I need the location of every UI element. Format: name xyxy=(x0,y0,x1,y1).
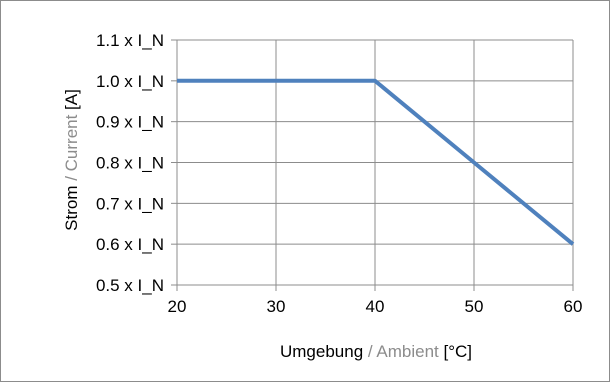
y-tick-label: 0.6 x I_N xyxy=(96,235,164,254)
y-axis-title-part: Strom xyxy=(62,186,81,231)
y-tick-label: 0.7 x I_N xyxy=(96,194,164,213)
x-axis-title-part: Umgebung xyxy=(280,342,363,361)
x-tick-label: 60 xyxy=(564,297,583,316)
x-tick-label: 40 xyxy=(366,297,385,316)
x-tick-labels: 20 30 40 50 60 xyxy=(168,297,583,316)
x-tick-label: 20 xyxy=(168,297,187,316)
axes xyxy=(171,39,574,291)
y-tick-label: 0.8 x I_N xyxy=(96,154,164,173)
x-tick-label: 30 xyxy=(267,297,286,316)
x-axis-title: Umgebung / Ambient [°C] xyxy=(280,342,472,361)
y-tick-label: 0.9 x I_N xyxy=(96,113,164,132)
y-axis-title-part: [A] xyxy=(62,89,81,110)
y-axis-title-part: / Current xyxy=(62,110,81,186)
x-tick-label: 50 xyxy=(465,297,484,316)
y-tick-labels: 0.5 x I_N 0.6 x I_N 0.7 x I_N 0.8 x I_N 0.9 … xyxy=(96,31,164,295)
x-axis-title-part: [°C] xyxy=(443,342,472,361)
y-tick-label: 0.5 x I_N xyxy=(96,276,164,295)
series-layer xyxy=(177,78,575,246)
grid-lines xyxy=(177,39,574,285)
x-axis-title-part: / Ambient xyxy=(363,342,443,361)
series-line xyxy=(177,78,575,246)
y-tick-label: 1.0 x I_N xyxy=(96,72,164,91)
y-tick-label: 1.1 x I_N xyxy=(96,31,164,50)
y-axis-title: Strom / Current [A] xyxy=(62,89,81,231)
